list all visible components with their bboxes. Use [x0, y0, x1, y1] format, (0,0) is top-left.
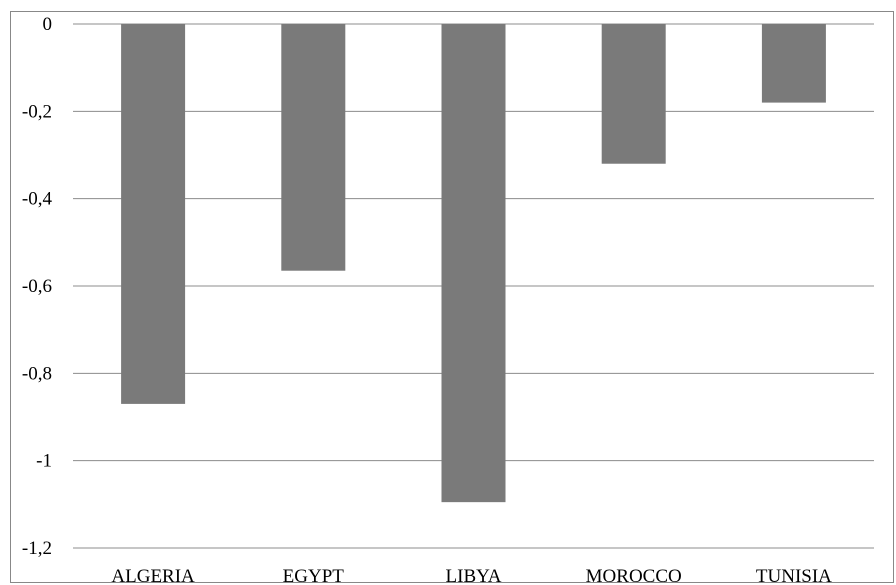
- x-category-label: LIBYA: [446, 566, 502, 585]
- y-tick-label: -0,8: [22, 363, 52, 384]
- y-tick-label: 0: [43, 14, 53, 35]
- y-axis-tick-labels: 0 -0,2 -0,4 -0,6 -0,8 -1 -1,2: [22, 14, 53, 559]
- y-tick-label: -0,6: [22, 276, 52, 297]
- y-tick-label: -0,2: [22, 101, 52, 122]
- x-category-label: TUNISIA: [756, 566, 832, 585]
- x-category-label: MOROCCO: [586, 566, 682, 585]
- x-axis-category-labels: ALGERIA EGYPT LIBYA MOROCCO TUNISIA: [111, 566, 832, 585]
- bar-morocco: [601, 24, 666, 164]
- bar-tunisia: [761, 24, 826, 103]
- bar-egypt: [281, 24, 346, 271]
- y-tick-label: -1,2: [22, 538, 52, 559]
- bars: [121, 24, 826, 503]
- bar-libya: [441, 24, 506, 503]
- x-category-label: ALGERIA: [111, 566, 195, 585]
- bar-algeria: [121, 24, 186, 404]
- y-tick-label: -0,4: [22, 189, 53, 210]
- y-tick-label: -1: [36, 451, 52, 472]
- x-category-label: EGYPT: [283, 566, 345, 585]
